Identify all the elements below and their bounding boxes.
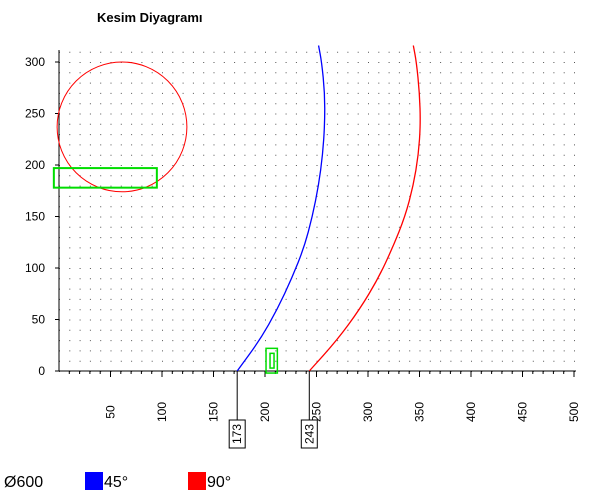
y-tick-label: 200 <box>25 158 45 172</box>
x-tick-label: 300 <box>361 402 375 422</box>
x-tick-label: 150 <box>207 402 221 422</box>
x-markers: 173 243 <box>228 371 318 449</box>
legend-label-45: 45° <box>104 474 128 491</box>
marker-box <box>300 419 318 449</box>
chart-series <box>236 45 421 372</box>
marker-label: 173 <box>230 424 244 444</box>
y-tick-label: 50 <box>32 313 46 327</box>
legend-swatch-90 <box>188 472 206 490</box>
legend-label-90: 90° <box>207 474 231 491</box>
x-tick-label: 50 <box>104 405 118 419</box>
x-tick-label: 350 <box>413 402 427 422</box>
y-tick-label: 150 <box>25 210 45 224</box>
x-tick-label: 100 <box>155 402 169 422</box>
chart-shapes <box>52 61 279 374</box>
red-circle <box>56 61 188 193</box>
x-tick-label: 400 <box>464 402 478 422</box>
y-tick-label: 300 <box>25 55 45 69</box>
green-rectangle <box>52 167 158 189</box>
grid-dot-pattern <box>59 51 575 372</box>
y-tick-label: 0 <box>38 364 45 378</box>
chart-title: Kesim Diyagramı <box>97 10 203 25</box>
series-line-45 <box>236 45 326 372</box>
x-tick-label: 500 <box>567 402 581 422</box>
legend-swatch-45 <box>85 472 103 490</box>
grid-dots <box>59 51 575 372</box>
green-small-inner-rectangle <box>269 352 275 369</box>
x-tick-labels: 50 100 150 200 250 300 350 400 450 500 <box>104 402 582 422</box>
x-tick-label: 450 <box>516 402 530 422</box>
y-tick-labels: 0 50 100 150 200 250 300 <box>25 55 45 378</box>
marker-label: 243 <box>302 424 316 444</box>
legend-diameter: Ø600 <box>4 474 43 491</box>
y-tick-label: 100 <box>25 261 45 275</box>
x-tick-label: 250 <box>310 402 324 422</box>
green-small-rectangle <box>265 347 279 374</box>
marker-box <box>228 419 246 449</box>
x-tick-label: 200 <box>258 402 272 422</box>
series-line-90 <box>308 45 421 372</box>
legend: Ø600 45° 90° <box>4 472 231 491</box>
y-tick-label: 250 <box>25 107 45 121</box>
axes <box>55 50 576 377</box>
